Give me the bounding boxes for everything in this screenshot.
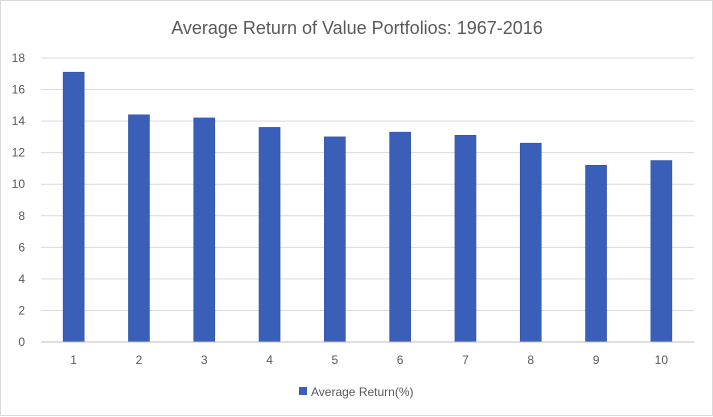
bar-6 — [389, 131, 411, 343]
x-tick-label: 5 — [332, 353, 339, 367]
x-tick-label: 8 — [527, 353, 534, 367]
y-tick-label: 18 — [12, 51, 26, 65]
bar-8 — [519, 142, 542, 343]
y-tick-label: 8 — [18, 209, 25, 223]
x-tick-label: 4 — [266, 353, 273, 367]
bar-10 — [650, 160, 673, 343]
y-tick-label: 14 — [12, 114, 26, 128]
bar-9 — [585, 164, 607, 343]
x-tick-label: 10 — [655, 353, 669, 367]
bar-5 — [324, 136, 346, 343]
legend-swatch — [299, 387, 307, 395]
legend: Average Return(%) — [299, 385, 414, 399]
x-tick-label: 2 — [136, 353, 143, 367]
bar-4 — [258, 127, 281, 343]
legend-label: Average Return(%) — [311, 385, 414, 399]
x-tick-label: 9 — [593, 353, 600, 367]
y-tick-label: 0 — [18, 335, 25, 349]
bar-2 — [128, 114, 150, 343]
chart-title: Average Return of Value Portfolios: 1967… — [171, 18, 543, 38]
y-tick-label: 2 — [18, 303, 25, 317]
bar-7 — [454, 135, 477, 343]
x-tick-label: 7 — [462, 353, 469, 367]
y-axis-tick-labels: 0 2 4 6 8 10 12 14 16 18 — [12, 51, 26, 349]
bar-3 — [193, 117, 216, 343]
gridlines — [41, 57, 694, 311]
x-axis-tick-labels: 1 2 3 4 5 6 7 8 9 10 — [70, 353, 668, 367]
x-tick-label: 1 — [70, 353, 77, 367]
y-tick-label: 12 — [12, 146, 26, 160]
y-tick-label: 4 — [18, 272, 25, 286]
bar-1 — [62, 71, 85, 343]
y-tick-label: 6 — [18, 240, 25, 254]
x-tick-label: 3 — [201, 353, 208, 367]
y-tick-label: 16 — [12, 83, 26, 97]
x-tick-label: 6 — [397, 353, 404, 367]
bars — [62, 71, 673, 343]
y-tick-label: 10 — [12, 177, 26, 191]
